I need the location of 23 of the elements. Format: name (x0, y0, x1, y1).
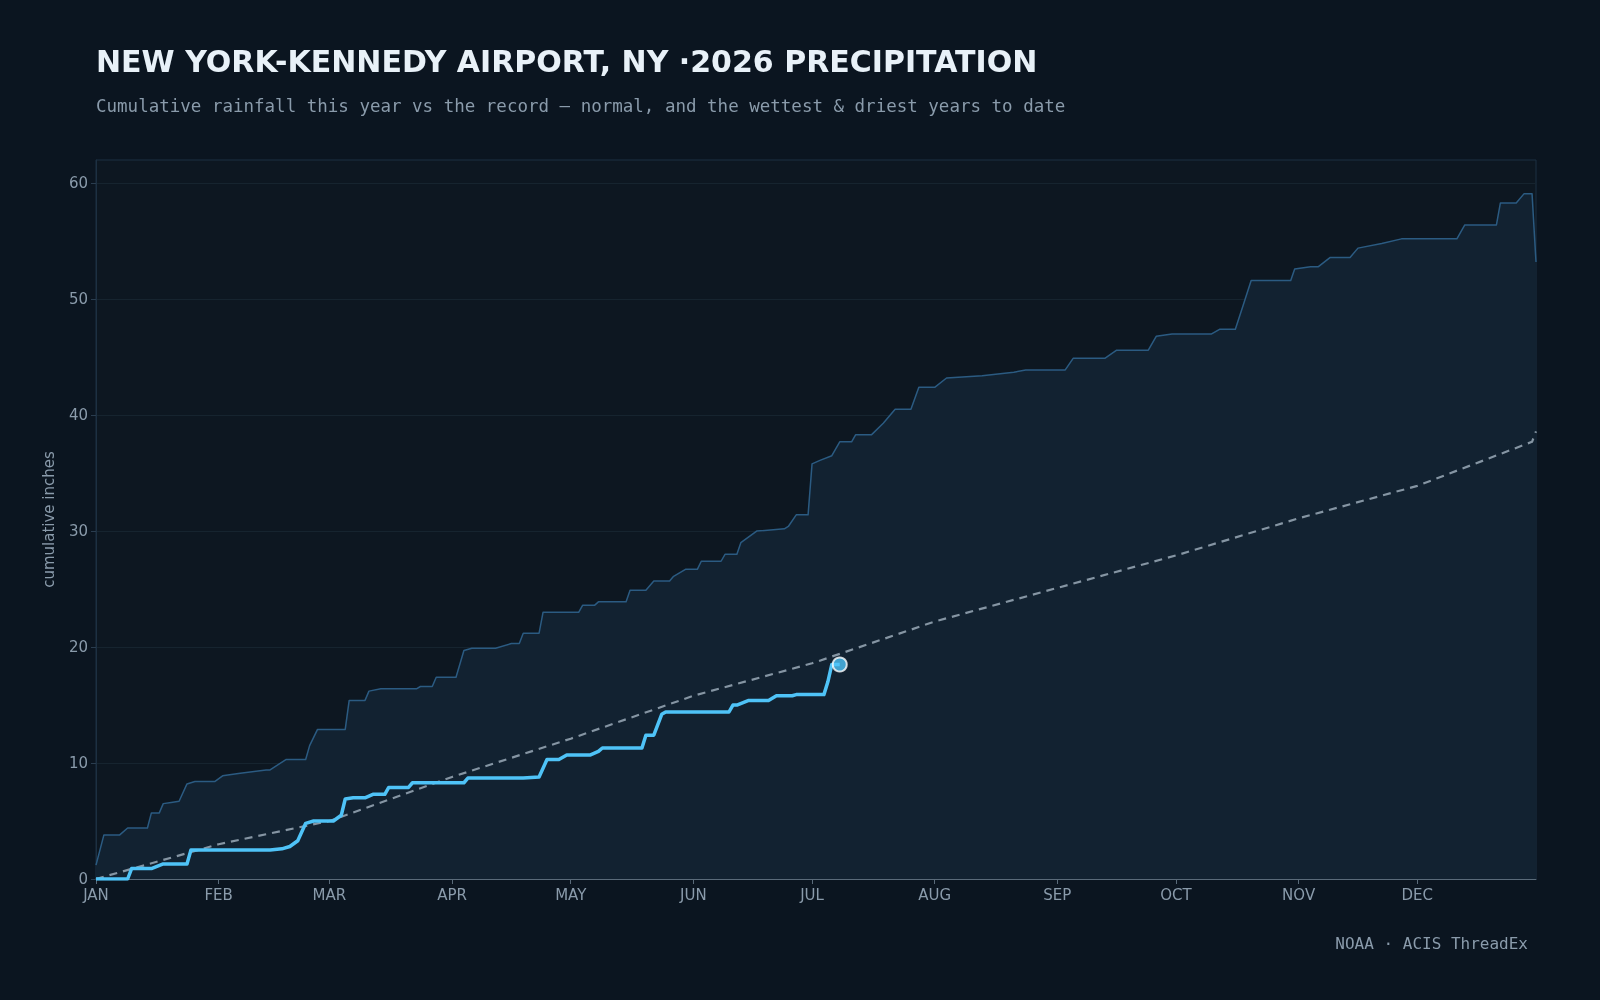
y-tick-label: 60 (68, 174, 88, 193)
x-tick-label: MAR (312, 885, 347, 904)
y-axis-title: cumulative inches (39, 451, 58, 588)
text: NOAA · ACIS ThreadEx (1335, 934, 1528, 953)
x-tick-label: JUL (799, 885, 825, 904)
x-tick-label: SEP (1043, 885, 1072, 904)
chart-title: NEW YORK-KENNEDY AIRPORT, NY ·2026 PRECIPITATION (96, 44, 1038, 79)
x-tick-label: DEC (1401, 885, 1434, 904)
x-tick-label: APR (437, 885, 467, 904)
chart-subtitle: Cumulative rainfall this year vs the record — normal, and the wettest & driest years to date (96, 96, 1066, 116)
x-tick-label: NOV (1282, 885, 1316, 904)
x-tick-label: FEB (204, 885, 233, 904)
y-tick-label: 50 (68, 290, 88, 309)
y-tick-label: 30 (68, 522, 88, 541)
y-tick-label: 20 (68, 638, 88, 657)
y-tick-label: 40 (68, 406, 88, 425)
x-tick-label: JUN (679, 885, 707, 904)
x-tick-label: OCT (1160, 885, 1193, 904)
x-tick-label: MAY (555, 885, 588, 904)
x-tick-label: JAN (82, 885, 109, 904)
y-tick-label: 0 (78, 870, 88, 888)
x-tick-label: AUG (918, 885, 952, 904)
y-tick-label: 10 (68, 754, 88, 773)
